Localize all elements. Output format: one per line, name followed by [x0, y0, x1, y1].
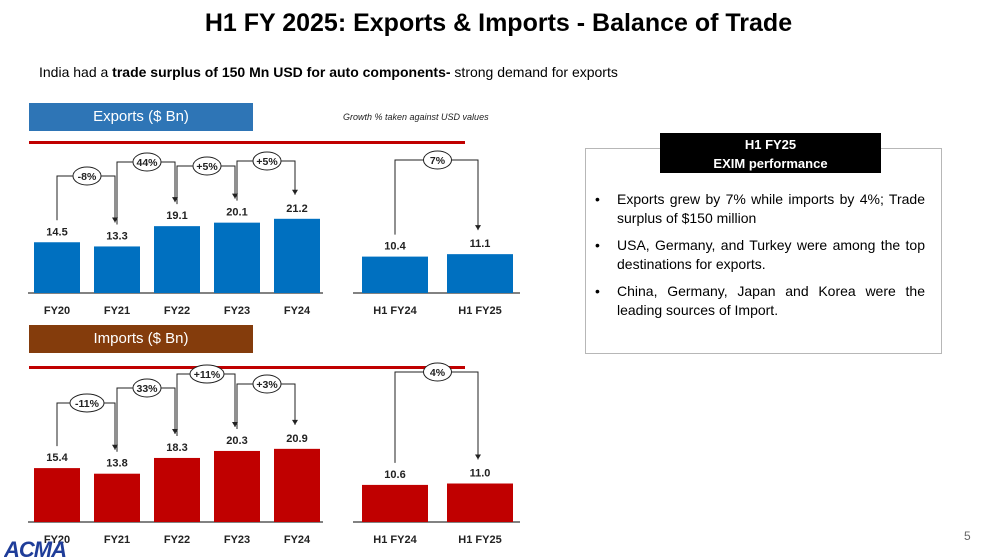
panel-bullet: • China, Germany, Japan and Korea were th…	[595, 282, 925, 320]
growth-label: 4%	[430, 367, 446, 379]
bar	[274, 218, 320, 293]
growth-pill	[192, 156, 222, 176]
category-label: FY21	[104, 305, 130, 317]
category-label: FY24	[284, 305, 311, 317]
data-label: 20.9	[286, 433, 307, 445]
growth-label: 33%	[136, 383, 158, 395]
panel-bullet: • USA, Germany, and Turkey were among the…	[595, 236, 925, 274]
bar	[362, 256, 428, 293]
exports-section-header: Exports ($ Bn)	[29, 103, 253, 131]
growth-pill	[69, 393, 105, 413]
data-label: 13.3	[106, 230, 127, 242]
bullet-icon: •	[595, 283, 600, 299]
bar	[34, 242, 80, 293]
bullet-icon: •	[595, 237, 600, 253]
growth-arrowhead	[292, 189, 298, 195]
growth-label: +3%	[256, 379, 278, 391]
panel-bullet-text: Exports grew by 7% while imports by 4%; …	[617, 191, 925, 226]
category-label: FY20	[44, 305, 70, 317]
growth-label: +5%	[196, 161, 218, 173]
growth-pill	[132, 378, 162, 398]
panel-title-line2: EXIM performance	[713, 156, 828, 171]
page-title: H1 FY 2025: Exports & Imports - Balance …	[204, 9, 793, 37]
bullet-icon: •	[595, 191, 600, 207]
growth-pill	[423, 362, 452, 382]
category-label: FY22	[164, 305, 190, 317]
category-label: FY23	[224, 305, 250, 317]
subtitle: India had a trade surplus of 150 Mn USD …	[39, 64, 618, 80]
growth-arrowhead	[292, 419, 298, 425]
exports-divider	[29, 141, 465, 144]
bar	[214, 450, 260, 522]
category-label: FY21	[104, 534, 130, 546]
bar	[447, 254, 513, 293]
panel-bullet-text: China, Germany, Japan and Korea were the…	[617, 283, 925, 318]
category-label: FY24	[284, 534, 311, 546]
category-label: H1 FY24	[373, 534, 417, 546]
bar	[154, 226, 200, 293]
growth-arrowhead	[475, 454, 481, 460]
panel-bullet-text: USA, Germany, and Turkey were among the …	[617, 237, 925, 272]
growth-pill	[189, 364, 225, 384]
data-label: 13.8	[106, 458, 127, 470]
growth-label: 44%	[136, 157, 158, 169]
growth-connector	[394, 159, 479, 235]
growth-note: Growth % taken against USD values	[343, 112, 489, 122]
growth-label: -8%	[78, 171, 97, 183]
data-label: 15.4	[46, 452, 68, 464]
panel-title: H1 FY25 EXIM performance	[660, 133, 881, 173]
bar	[214, 222, 260, 293]
bar	[362, 484, 428, 522]
growth-pill	[252, 374, 282, 394]
bar	[94, 473, 140, 522]
bar	[154, 457, 200, 522]
category-label: FY20	[44, 534, 70, 546]
data-label: 18.3	[166, 442, 187, 454]
growth-pill	[252, 151, 282, 171]
exim-performance-panel	[585, 148, 942, 354]
growth-pill	[132, 152, 162, 172]
data-label: 20.1	[226, 207, 247, 219]
category-label: H1 FY25	[458, 305, 501, 317]
growth-label: -11%	[75, 398, 100, 410]
growth-pill	[72, 166, 102, 186]
bar	[34, 468, 80, 522]
growth-arrowhead	[475, 225, 481, 231]
page-number: 5	[964, 529, 971, 543]
growth-pill	[423, 150, 452, 170]
data-label: 10.6	[384, 469, 405, 481]
data-label: 10.4	[384, 241, 406, 253]
data-label: 11.0	[470, 468, 491, 480]
imports-section-header: Imports ($ Bn)	[29, 325, 253, 353]
growth-label: +5%	[256, 156, 278, 168]
category-label: H1 FY24	[373, 305, 417, 317]
data-label: 11.1	[470, 238, 491, 250]
acma-logo: ACMA	[4, 539, 67, 558]
growth-label: 7%	[430, 155, 446, 167]
bar	[94, 246, 140, 293]
category-label: H1 FY25	[458, 534, 501, 546]
growth-connector	[394, 371, 479, 463]
subtitle-suffix: strong demand for exports	[450, 64, 618, 80]
data-label: 14.5	[46, 226, 67, 238]
imports-divider	[29, 366, 465, 369]
data-label: 19.1	[166, 210, 187, 222]
panel-bullet-list: • Exports grew by 7% while imports by 4%;…	[595, 190, 925, 328]
category-label: FY23	[224, 534, 250, 546]
subtitle-prefix: India had a	[39, 64, 113, 80]
category-label: FY22	[164, 534, 190, 546]
panel-title-line1: H1 FY25	[744, 137, 797, 152]
panel-bullet: • Exports grew by 7% while imports by 4%;…	[595, 190, 925, 228]
subtitle-bold: trade surplus of 150 Mn USD for auto com…	[112, 64, 451, 80]
bar	[274, 448, 320, 522]
data-label: 20.3	[226, 435, 247, 447]
data-label: 21.2	[286, 203, 307, 215]
svg-text:ACMA: ACMA	[4, 539, 66, 558]
growth-label: +11%	[194, 369, 221, 381]
bar	[447, 483, 513, 522]
